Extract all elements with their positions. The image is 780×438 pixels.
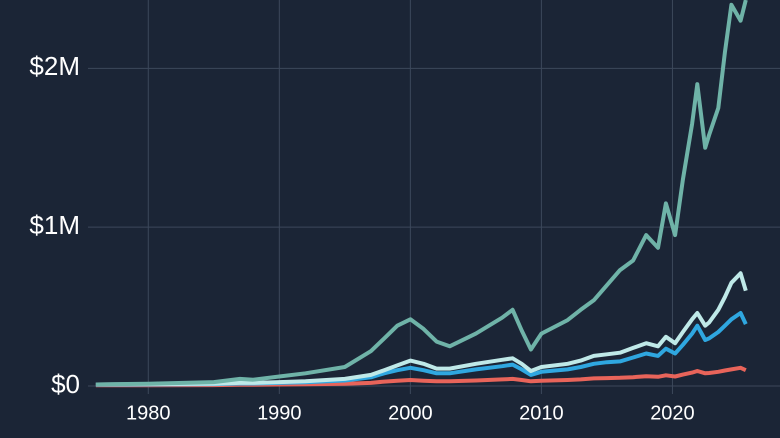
series-line [95,0,748,387]
series-line [95,365,747,388]
x-tick-label: 1980 [126,402,171,424]
x-tick-label: 2020 [650,402,695,424]
x-tick-label: 2000 [388,402,433,424]
x-tick-label: 1990 [257,402,302,424]
series-line [95,271,748,387]
y-tick-label: $2M [29,51,80,81]
y-tick-label: $0 [51,369,80,399]
y-tick-label: $1M [29,210,80,240]
x-tick-label: 2010 [519,402,564,424]
